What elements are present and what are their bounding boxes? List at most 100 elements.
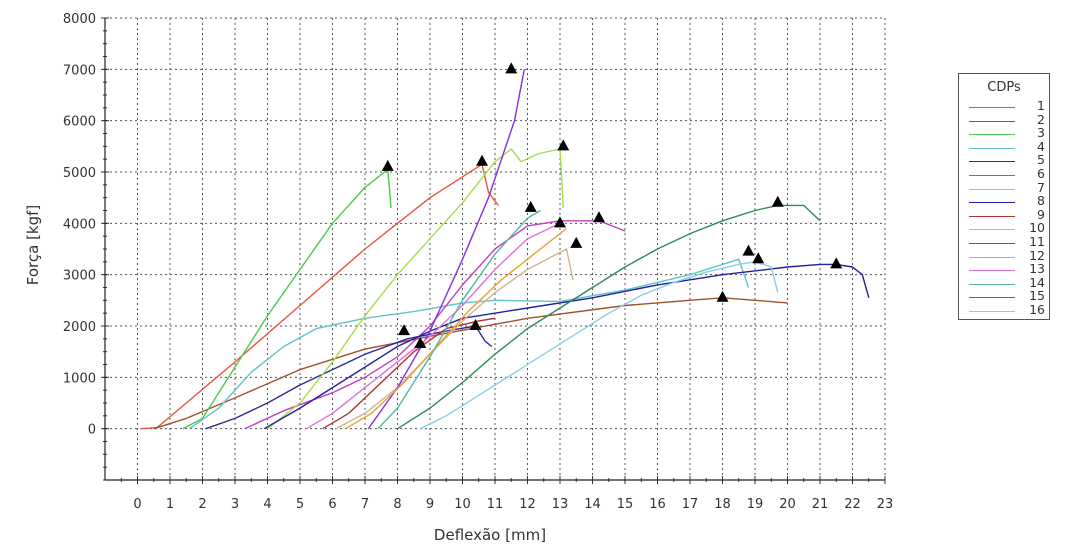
x-tick-label: 21 bbox=[812, 497, 829, 512]
legend-label-8: 8 bbox=[1037, 193, 1045, 209]
legend-entry-12: 12 bbox=[969, 248, 1049, 263]
legend-swatch-6 bbox=[969, 175, 1015, 176]
x-tick-label: 0 bbox=[133, 497, 141, 512]
legend-label-9: 9 bbox=[1037, 206, 1045, 222]
x-tick-label: 6 bbox=[328, 497, 336, 512]
axes bbox=[101, 17, 886, 484]
x-axis-title: Deflexão [mm] bbox=[434, 526, 546, 544]
y-tick-label: 8000 bbox=[63, 12, 96, 27]
peak-marker-11 bbox=[505, 62, 518, 74]
legend-label-3: 3 bbox=[1037, 125, 1045, 141]
legend-entry-7: 7 bbox=[969, 179, 1049, 195]
legend-label-7: 7 bbox=[1037, 179, 1045, 195]
legend-label-16: 16 bbox=[1029, 302, 1045, 317]
x-tick-label: 16 bbox=[649, 497, 666, 512]
x-tick-label: 8 bbox=[393, 497, 401, 512]
legend-label-2: 2 bbox=[1037, 111, 1045, 127]
legend-entry-4: 4 bbox=[969, 138, 1049, 154]
legend-swatch-2 bbox=[969, 120, 1015, 122]
tick-labels: 0 1 2 3 4 5 6 7 8 9 10 11 12 13 14 15 16 17 18 19 20 21 22 2301… bbox=[63, 12, 893, 512]
x-tick-label: 22 bbox=[844, 497, 861, 512]
x-tick-label: 7 bbox=[361, 497, 369, 512]
legend-swatch-3 bbox=[969, 134, 1015, 136]
peak-marker-15 bbox=[771, 195, 784, 207]
legend-swatch-12 bbox=[969, 256, 1015, 258]
peak-marker-3 bbox=[381, 159, 394, 171]
series-line-3 bbox=[182, 168, 392, 430]
legend-swatch-16 bbox=[969, 311, 1015, 312]
legend-label-10: 10 bbox=[1029, 220, 1045, 236]
peak-marker-4 bbox=[742, 244, 755, 256]
grid bbox=[105, 17, 886, 480]
legend-entry-8: 8 bbox=[969, 193, 1049, 209]
series-line-11 bbox=[367, 69, 525, 430]
x-tick-label: 2 bbox=[198, 497, 206, 512]
y-tick-label: 3000 bbox=[63, 269, 96, 284]
legend-label-11: 11 bbox=[1029, 234, 1045, 249]
peak-marker-10 bbox=[570, 236, 583, 248]
x-tick-label: 10 bbox=[454, 497, 471, 512]
legend-label-13: 13 bbox=[1029, 261, 1045, 277]
x-tick-label: 4 bbox=[263, 497, 271, 512]
y-axis-title: Força [kgf] bbox=[24, 205, 42, 286]
legend-swatch-8 bbox=[969, 202, 1015, 204]
legend-swatch-14 bbox=[969, 283, 1015, 285]
legend-label-6: 6 bbox=[1037, 166, 1045, 181]
legend-entry-9: 9 bbox=[969, 206, 1049, 222]
legend-title: CDPs bbox=[987, 80, 1021, 95]
series-line-16 bbox=[419, 261, 779, 430]
series-line-13 bbox=[306, 222, 561, 430]
legend-entry-16: 16 bbox=[969, 302, 1049, 317]
y-tick-label: 1000 bbox=[63, 371, 96, 386]
y-tick-label: 4000 bbox=[63, 217, 96, 232]
x-tick-label: 17 bbox=[682, 497, 699, 512]
peak-marker-8 bbox=[830, 257, 843, 269]
legend-label-4: 4 bbox=[1037, 138, 1045, 154]
series-line-8 bbox=[263, 263, 870, 430]
peak-marker-13 bbox=[398, 324, 410, 336]
legend-entry-14: 14 bbox=[969, 275, 1049, 290]
peak-marker-5 bbox=[469, 319, 482, 330]
legend-entry-10: 10 bbox=[969, 220, 1049, 236]
legend-entry-13: 13 bbox=[969, 261, 1049, 277]
peak-marker-16 bbox=[752, 252, 765, 264]
legend-swatch-15 bbox=[969, 297, 1015, 299]
legend-swatch-13 bbox=[969, 270, 1015, 272]
legend-swatch-7 bbox=[969, 188, 1015, 190]
peak-markers bbox=[381, 62, 843, 348]
y-tick-label: 6000 bbox=[63, 115, 96, 130]
series-line-7 bbox=[267, 148, 564, 430]
legend-swatch-1 bbox=[969, 107, 1015, 108]
series-line-10 bbox=[335, 248, 574, 430]
legend-label-1: 1 bbox=[1037, 98, 1045, 113]
y-tick-label: 2000 bbox=[63, 320, 96, 335]
x-tick-label: 13 bbox=[552, 497, 569, 512]
legend-entry-11: 11 bbox=[969, 234, 1049, 249]
x-tick-label: 12 bbox=[519, 497, 536, 512]
x-tick-label: 15 bbox=[617, 497, 634, 512]
peak-marker-7 bbox=[557, 139, 570, 151]
peak-marker-6 bbox=[593, 211, 605, 223]
x-tick-label: 9 bbox=[426, 497, 434, 512]
y-tick-label: 5000 bbox=[63, 166, 96, 181]
y-tick-label: 0 bbox=[88, 423, 96, 438]
series-line-1 bbox=[140, 163, 499, 430]
legend-label-5: 5 bbox=[1037, 152, 1045, 168]
legend-entry-5: 5 bbox=[969, 152, 1049, 168]
x-tick-label: 20 bbox=[779, 497, 796, 512]
series-line-5 bbox=[205, 325, 493, 430]
y-tick-label: 7000 bbox=[63, 63, 96, 78]
legend-entry-3: 3 bbox=[969, 125, 1049, 141]
series-line-6 bbox=[244, 220, 626, 430]
peak-marker-1 bbox=[476, 154, 488, 166]
peak-marker-9 bbox=[414, 336, 427, 348]
series-lines bbox=[140, 69, 870, 430]
legend-entry-1: 1 bbox=[969, 98, 1049, 113]
x-tick-label: 5 bbox=[296, 497, 304, 512]
legend-entry-6: 6 bbox=[969, 166, 1049, 181]
x-tick-label: 1 bbox=[166, 497, 174, 512]
legend-swatch-11 bbox=[969, 243, 1015, 244]
peak-marker-2 bbox=[716, 290, 729, 302]
series-line-4 bbox=[189, 258, 750, 430]
